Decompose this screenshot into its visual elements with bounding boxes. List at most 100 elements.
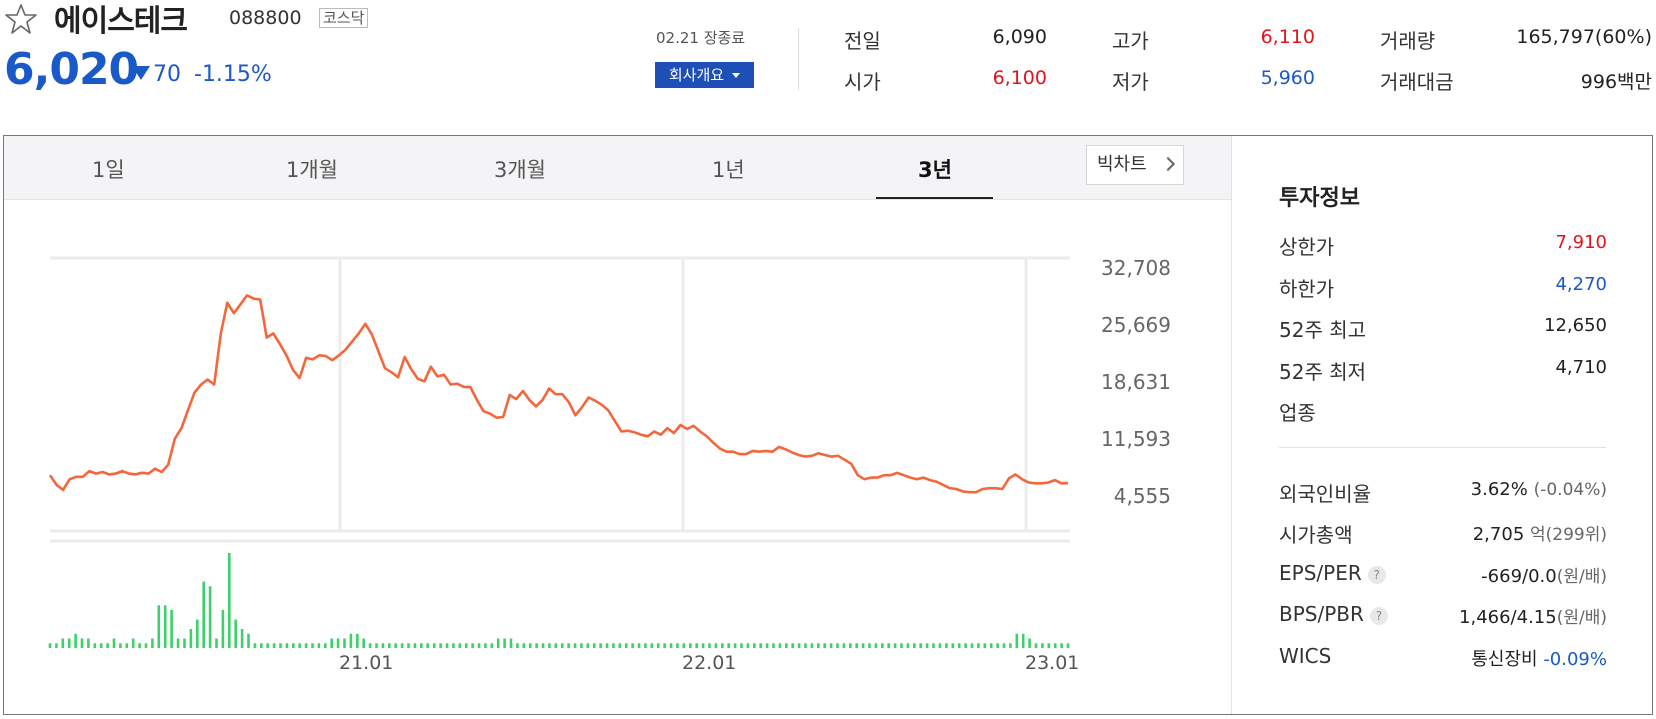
summary-label-high: 고가 — [1112, 29, 1149, 53]
volume-bar — [247, 633, 250, 649]
volume-bar — [714, 643, 718, 649]
volume-bar — [759, 643, 762, 649]
foreign-ratio-change: (-0.04%) — [1533, 480, 1607, 500]
volume-bar — [861, 643, 865, 649]
summary-label-prev-close: 전일 — [844, 29, 881, 53]
volume-bar — [516, 643, 519, 649]
volume-bar — [272, 643, 276, 649]
volume-bar — [183, 638, 186, 648]
big-chart-button[interactable]: 빅차트 — [1086, 145, 1184, 185]
help-question-icon[interactable]: ? — [1369, 606, 1388, 625]
help-question-icon[interactable]: ? — [1367, 565, 1386, 584]
volume-bar — [196, 619, 199, 648]
volume-bar — [957, 643, 961, 649]
volume-bar — [189, 629, 193, 648]
tab-3-months[interactable]: 3개월 — [494, 158, 547, 182]
volume-bar — [746, 643, 750, 649]
volume-bar — [202, 581, 205, 648]
volume-bar — [560, 643, 564, 649]
stock-code: 088800 — [229, 7, 302, 29]
summary-label-volume: 거래량 — [1380, 29, 1436, 53]
volume-bar — [253, 643, 257, 649]
info-label-foreign-ratio: 외국인비율 — [1279, 482, 1371, 506]
volume-bar — [144, 643, 148, 649]
volume-bar — [676, 643, 679, 649]
volume-bar — [61, 638, 65, 648]
volume-bar — [541, 643, 545, 649]
info-value-52w-high: 12,650 — [1544, 315, 1607, 336]
volume-bar — [983, 643, 987, 649]
volume-bar — [311, 643, 314, 649]
wics-sector[interactable]: 통신장비 — [1471, 649, 1538, 670]
volume-bar — [791, 643, 794, 649]
volume-bar — [535, 643, 538, 649]
y-tick-label: 18,631 — [1101, 370, 1171, 394]
volume-bar — [324, 643, 327, 649]
y-tick-label: 32,708 — [1101, 256, 1171, 280]
volume-bar — [753, 643, 756, 649]
eps-per-label: EPS/PER — [1279, 561, 1362, 585]
active-tab-indicator — [876, 197, 993, 199]
tab-3-years[interactable]: 3년 — [918, 158, 952, 182]
volume-bar — [804, 643, 807, 649]
tab-1-month[interactable]: 1개월 — [286, 158, 339, 182]
eps-per: -669/0.0 — [1481, 566, 1557, 587]
volume-bar — [644, 643, 647, 649]
volume-bar — [1066, 643, 1070, 649]
volume-bar — [112, 638, 116, 648]
info-divider — [1279, 447, 1606, 448]
info-value-52w-low: 4,710 — [1555, 357, 1607, 378]
volume-bar — [151, 638, 154, 648]
info-label-eps-per: EPS/PER? — [1279, 561, 1386, 585]
volume-bar — [240, 629, 244, 648]
bps-pbr: 1,466/4.15 — [1459, 607, 1557, 628]
summary-value-prev-close: 6,090 — [992, 26, 1047, 48]
volume-bar — [452, 643, 455, 649]
volume-bar — [797, 643, 801, 649]
volume-bar — [131, 638, 135, 648]
info-value-foreign-ratio: 3.62% (-0.04%) — [1380, 479, 1607, 500]
info-label-industry: 업종 — [1279, 401, 1316, 425]
x-tick-label: 23.01 — [1025, 652, 1080, 674]
volume-bar — [87, 638, 90, 648]
volume-bar — [1028, 638, 1031, 648]
investment-info-title: 투자정보 — [1279, 186, 1360, 211]
favorite-star-icon[interactable] — [4, 2, 38, 36]
volume-bar — [375, 643, 378, 649]
volume-bar — [336, 638, 340, 648]
volume-bar — [1034, 643, 1038, 649]
volume-bar — [573, 643, 577, 649]
market-cap-unit: 억 — [1530, 525, 1546, 545]
volume-bar — [426, 643, 429, 649]
volume-bar — [836, 643, 839, 649]
info-value-bps-pbr: 1,466/4.15(원/배) — [1380, 603, 1607, 628]
company-overview-button[interactable]: 회사개요 — [655, 62, 754, 88]
volume-bar — [592, 643, 596, 649]
divider — [798, 28, 799, 90]
volume-bar — [810, 643, 814, 649]
volume-bar — [1015, 633, 1019, 649]
market-badge: 코스닥 — [319, 8, 369, 28]
volume-bar — [881, 643, 884, 649]
volume-bar — [599, 643, 602, 649]
price-change: 70 — [153, 62, 181, 87]
volume-bar — [906, 643, 910, 649]
volume-bar — [458, 643, 462, 649]
volume-bar — [381, 643, 385, 649]
tab-1-day[interactable]: 1일 — [92, 158, 125, 182]
volume-bar — [650, 643, 654, 649]
x-tick-label: 22.01 — [682, 652, 737, 674]
volume-bar — [612, 643, 615, 649]
volume-bar — [394, 643, 397, 649]
volume-bar — [445, 643, 449, 649]
info-value-upper-limit: 7,910 — [1555, 232, 1607, 253]
tab-1-year[interactable]: 1년 — [712, 158, 745, 182]
info-value-lower-limit: 4,270 — [1555, 274, 1607, 295]
volume-bar — [1021, 633, 1025, 649]
volume-bar — [74, 633, 77, 649]
volume-bar — [439, 643, 442, 649]
price-change-percent: -1.15% — [194, 62, 272, 87]
volume-bar — [420, 643, 423, 649]
volume-bar — [689, 643, 692, 649]
price-chart — [48, 256, 1070, 649]
